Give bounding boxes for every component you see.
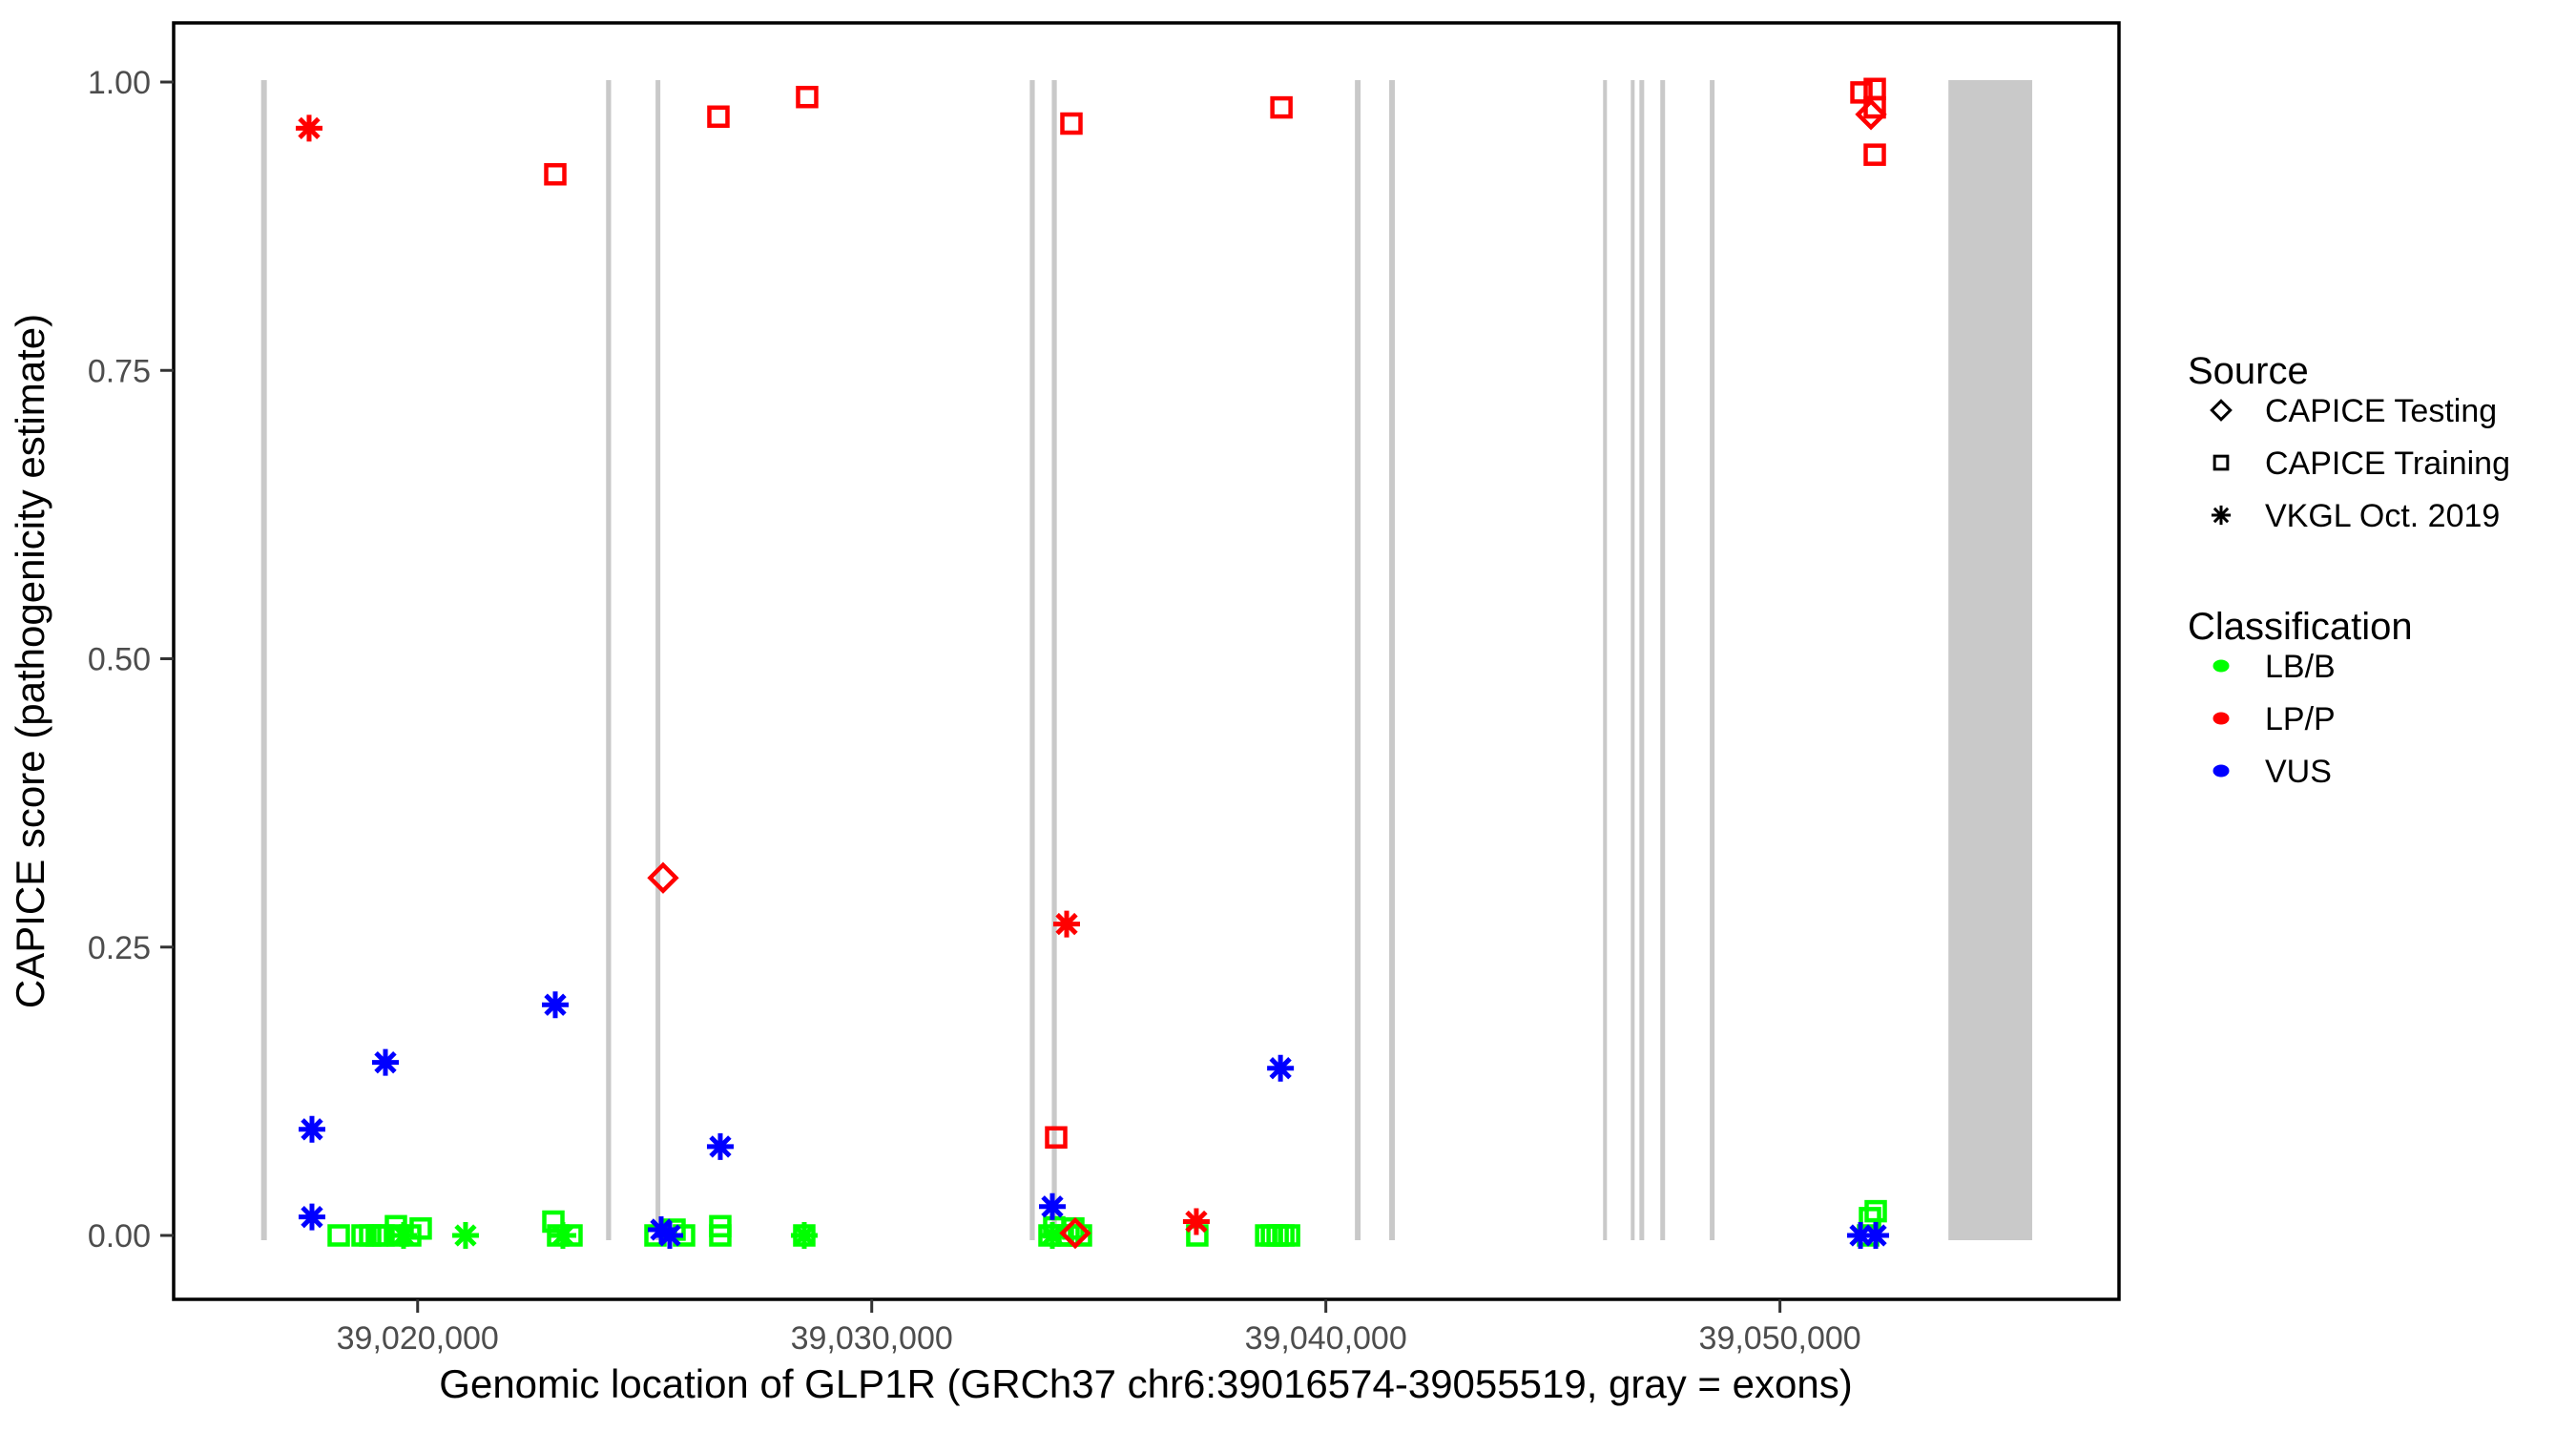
exon-bar	[1639, 80, 1645, 1240]
legend-classification-label: VUS	[2265, 754, 2332, 790]
data-point-star	[790, 1222, 818, 1249]
data-point-square	[796, 85, 819, 109]
data-point-diamond	[2210, 399, 2233, 422]
data-point-square	[327, 1224, 350, 1247]
legend-classification-label: LP/P	[2265, 701, 2336, 737]
data-points-group	[295, 77, 1890, 1250]
data-point-star	[371, 1048, 399, 1076]
legend-color-dot	[2212, 659, 2230, 673]
legend-source-title: Source	[2188, 350, 2309, 392]
exon-bar	[1948, 80, 2033, 1240]
data-point-square	[707, 105, 730, 129]
plot-panel	[174, 23, 2119, 1299]
data-point-star	[550, 1222, 576, 1249]
legend: Source CAPICE Testing CAPICE Training VKGL…	[2188, 350, 2510, 790]
y-axis-title: CAPICE score (pathogenicity estimate)	[8, 314, 52, 1008]
data-point-star	[389, 1222, 417, 1249]
data-point-square	[2212, 454, 2230, 471]
data-point-star	[295, 114, 322, 142]
data-point-square	[1850, 81, 1873, 104]
data-point-star	[2211, 505, 2232, 526]
data-point-star	[542, 991, 570, 1019]
data-point-star	[1039, 1192, 1066, 1220]
data-point-star	[1267, 1054, 1295, 1082]
legend-classification-title: Classification	[2188, 606, 2413, 648]
legend-source-items: CAPICE Testing CAPICE Training VKGL Oct. 2…	[2210, 393, 2510, 534]
exon-bars-group	[260, 80, 2033, 1240]
y-tick-label: 1.00	[88, 65, 151, 101]
legend-color-dot	[2212, 764, 2230, 778]
data-point-star	[655, 1222, 683, 1249]
exon-bar	[1029, 80, 1035, 1240]
y-tick-label: 0.50	[88, 642, 151, 678]
data-point-star	[1182, 1208, 1210, 1235]
data-point-square	[1278, 1224, 1300, 1247]
exon-bar	[1631, 80, 1635, 1240]
exon-bar	[1603, 80, 1608, 1240]
data-point-square	[709, 1224, 732, 1247]
data-point-star	[451, 1222, 479, 1249]
data-point-square	[1060, 112, 1083, 135]
exon-bar	[1660, 80, 1666, 1240]
exon-bar	[260, 80, 267, 1240]
x-tick-label: 39,030,000	[791, 1320, 953, 1357]
exon-bar	[1051, 80, 1057, 1240]
legend-classification-items: LB/B LP/P VUS	[2212, 649, 2336, 790]
data-point-diamond	[647, 861, 679, 894]
x-axis-title: Genomic location of GLP1R (GRCh37 chr6:3…	[439, 1361, 1852, 1406]
data-point-diamond	[1059, 1216, 1091, 1250]
data-point-star	[706, 1132, 734, 1160]
exon-bar	[606, 80, 612, 1240]
panel-border	[172, 21, 2121, 1301]
x-axis-ticks: 39,020,000 39,030,000 39,040,000 39,050,000	[337, 1299, 1861, 1357]
data-point-star	[1847, 1222, 1875, 1249]
legend-source-label: CAPICE Testing	[2265, 393, 2497, 429]
data-point-square	[544, 162, 567, 186]
data-point-square	[1863, 143, 1886, 166]
y-tick-label: 0.75	[88, 353, 151, 389]
data-point-square	[1864, 1199, 1887, 1223]
legend-source-label: CAPICE Training	[2265, 446, 2510, 482]
y-axis-ticks: 0.00 0.25 0.50 0.75 1.00	[88, 65, 174, 1255]
exon-bar	[655, 80, 661, 1240]
legend-classification-label: LB/B	[2265, 649, 2336, 685]
data-point-star	[1039, 1222, 1066, 1249]
y-tick-label: 0.00	[88, 1218, 151, 1255]
data-point-star	[298, 1115, 325, 1143]
legend-source-label: VKGL Oct. 2019	[2265, 498, 2500, 534]
data-point-star	[1862, 1222, 1890, 1249]
exon-bar	[1355, 80, 1361, 1240]
data-point-square	[1270, 95, 1293, 119]
x-tick-label: 39,050,000	[1699, 1320, 1861, 1357]
data-point-star	[298, 1203, 325, 1231]
data-point-square	[1045, 1126, 1068, 1149]
data-point-star	[1052, 910, 1080, 938]
exon-bar	[1710, 80, 1715, 1240]
x-tick-label: 39,040,000	[1245, 1320, 1407, 1357]
data-point-diamond	[1855, 98, 1887, 131]
legend-color-dot	[2212, 712, 2230, 725]
y-tick-label: 0.25	[88, 930, 151, 966]
exon-bar	[1389, 80, 1396, 1240]
data-point-square	[542, 1210, 565, 1234]
x-tick-label: 39,020,000	[337, 1320, 499, 1357]
